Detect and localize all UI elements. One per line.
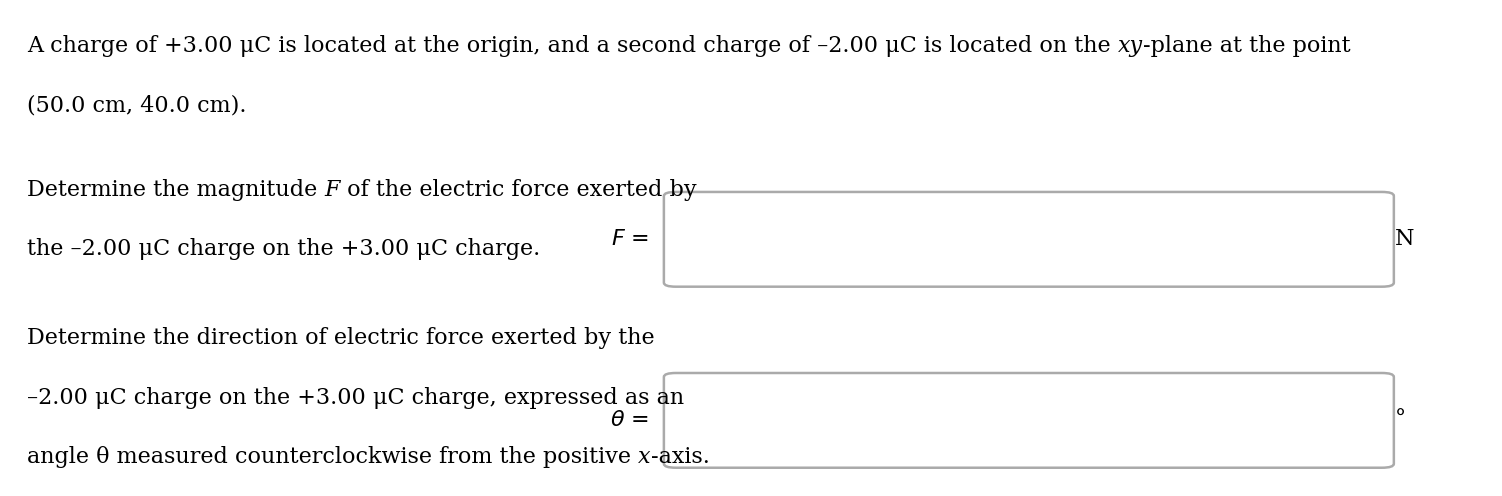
Text: (50.0 cm, 40.0 cm).: (50.0 cm, 40.0 cm). [27, 94, 246, 116]
Text: angle θ measured counterclockwise from the positive: angle θ measured counterclockwise from t… [27, 446, 638, 468]
Text: Determine the magnitude: Determine the magnitude [27, 179, 324, 200]
Text: of the electric force exerted by: of the electric force exerted by [339, 179, 697, 200]
Text: A charge of +3.00 μC is located at the origin, and a second charge of –2.00 μC i: A charge of +3.00 μC is located at the o… [27, 35, 1117, 57]
Text: °: ° [1394, 409, 1406, 431]
Text: $\theta$ =: $\theta$ = [610, 409, 649, 431]
Text: x: x [638, 446, 650, 468]
Text: $F$ =: $F$ = [611, 228, 649, 250]
Text: -plane at the point: -plane at the point [1143, 35, 1350, 57]
Text: –2.00 μC charge on the +3.00 μC charge, expressed as an: –2.00 μC charge on the +3.00 μC charge, … [27, 387, 685, 409]
Text: F: F [324, 179, 339, 200]
Text: -axis.: -axis. [650, 446, 709, 468]
Text: N: N [1394, 228, 1413, 250]
Text: xy: xy [1117, 35, 1143, 57]
Text: Determine the direction of electric force exerted by the: Determine the direction of electric forc… [27, 327, 655, 349]
Text: the –2.00 μC charge on the +3.00 μC charge.: the –2.00 μC charge on the +3.00 μC char… [27, 238, 541, 260]
